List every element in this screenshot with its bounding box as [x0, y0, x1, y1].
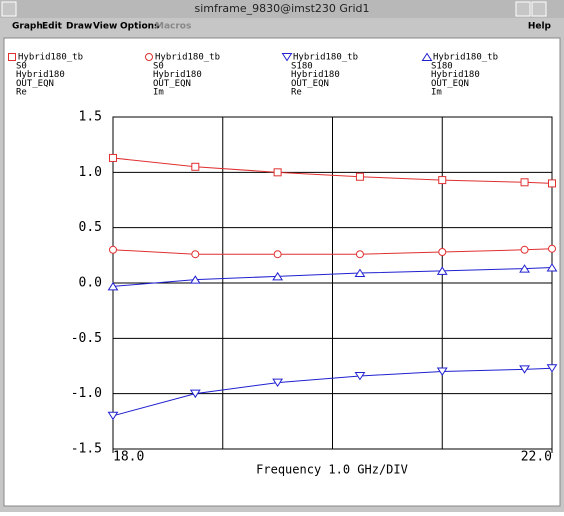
menu-item[interactable]: Draw	[66, 22, 92, 32]
legend-name: Hybrid180_tb	[18, 53, 83, 63]
x-axis-label: Frequency 1.0 GHz/DIV	[256, 463, 408, 477]
legend-marker	[8, 53, 16, 61]
data-point	[546, 263, 558, 272]
data-point	[109, 245, 117, 254]
minimize-button[interactable]	[515, 1, 531, 17]
data-point	[272, 271, 284, 281]
menu-item[interactable]: Macros	[155, 22, 191, 32]
window-menu-button[interactable]	[1, 1, 17, 17]
y-tick-label: 1.5	[79, 110, 102, 125]
legend-detail: OUT_EQN	[153, 79, 191, 89]
legend-detail: Re	[16, 88, 27, 98]
x-tick-label: 22.0	[521, 450, 552, 465]
legend-detail: Hybrid180	[291, 70, 340, 80]
data-point	[548, 244, 556, 253]
menu-item[interactable]: Help	[528, 22, 552, 32]
menu-bar	[2, 18, 562, 34]
data-point	[520, 178, 529, 187]
data-point	[354, 268, 366, 278]
y-tick-label: -1.5	[71, 442, 102, 457]
data-point	[548, 179, 556, 188]
legend-detail: S180	[291, 62, 313, 72]
legend-name: Hybrid180_tb	[155, 53, 220, 63]
legend-detail: S180	[431, 62, 453, 72]
legend-marker	[421, 52, 433, 61]
legend-detail: Hybrid180	[153, 70, 202, 80]
data-point	[438, 248, 447, 257]
menu-item[interactable]: View	[93, 22, 117, 32]
data-point	[273, 250, 282, 259]
menu-item[interactable]: Edit	[42, 22, 63, 32]
legend-detail: OUT_EQN	[16, 79, 54, 89]
title-bar	[0, 0, 564, 18]
data-point	[436, 266, 448, 275]
legend-detail: Im	[153, 88, 164, 98]
data-point	[354, 371, 366, 381]
legend-detail: OUT_EQN	[291, 79, 329, 89]
legend-detail: S0	[16, 62, 27, 72]
data-point	[519, 264, 530, 273]
data-point	[273, 168, 282, 177]
legend-marker	[281, 53, 293, 62]
maximize-button[interactable]	[531, 1, 547, 17]
data-point	[436, 367, 448, 376]
graph-area	[3, 37, 561, 507]
data-point	[355, 250, 364, 259]
y-tick-label: 1.0	[79, 165, 102, 180]
menu-item[interactable]: Graph	[12, 22, 43, 32]
legend-detail: S0	[153, 62, 164, 72]
legend-marker	[145, 53, 153, 61]
legend-name: Hybrid180_tb	[433, 53, 498, 63]
data-point	[107, 411, 119, 421]
data-point	[109, 153, 117, 162]
legend-detail: Hybrid180	[431, 70, 480, 80]
data-point	[519, 365, 530, 374]
data-point	[191, 250, 200, 259]
y-tick-label: -1.0	[71, 386, 102, 401]
data-point	[520, 245, 529, 254]
legend-detail: Im	[431, 88, 442, 98]
legend-name: Hybrid180_tb	[293, 53, 358, 63]
data-point	[438, 176, 447, 185]
legend-detail: Hybrid180	[16, 70, 65, 80]
data-point	[546, 364, 558, 373]
legend-detail: OUT_EQN	[431, 79, 469, 89]
data-point	[189, 389, 201, 399]
legend-detail: Re	[291, 88, 302, 98]
data-point	[107, 281, 119, 291]
y-tick-label: 0.0	[79, 276, 102, 291]
data-point	[272, 378, 284, 388]
window-title: simframe_9830@imst230 Grid1	[194, 2, 369, 15]
menu-item[interactable]: Options	[120, 22, 159, 32]
y-tick-label: -0.5	[71, 331, 102, 346]
data-point	[355, 172, 364, 181]
data-point	[191, 162, 200, 171]
y-tick-label: 0.5	[79, 220, 102, 235]
data-point	[189, 275, 201, 284]
x-tick-label: 18.0	[113, 450, 144, 465]
